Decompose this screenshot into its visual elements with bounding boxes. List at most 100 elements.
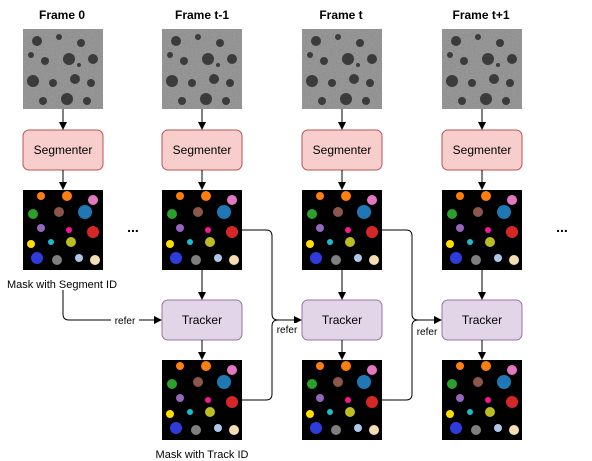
segmenter-label: Segmenter <box>453 143 512 157</box>
mask-segment <box>341 361 351 371</box>
mask-segment <box>341 191 351 201</box>
frame-title-0: Frame 0 <box>39 8 85 22</box>
particle <box>502 97 510 105</box>
mask-segment <box>366 226 378 238</box>
particle <box>61 93 73 105</box>
particle <box>216 63 220 67</box>
mask-segment <box>227 365 237 375</box>
mask-segment <box>52 255 62 265</box>
particle <box>318 97 326 105</box>
mask-segment <box>187 239 193 245</box>
particle <box>356 63 360 67</box>
particle <box>56 34 62 40</box>
particle <box>227 54 237 64</box>
mask-segment <box>78 205 92 219</box>
mask-image <box>23 190 103 270</box>
mask-image <box>162 190 242 270</box>
particle <box>188 79 196 87</box>
mask-segment <box>166 240 174 248</box>
mask-segment <box>473 207 483 217</box>
mask-segment <box>48 239 54 245</box>
mask-segment <box>66 227 72 233</box>
mask-segment <box>176 362 184 370</box>
segmenter-box-0: Segmenter <box>22 129 104 171</box>
particle <box>70 74 80 84</box>
arrows-micro-to-segmenter <box>59 109 486 130</box>
particle <box>178 97 186 105</box>
particle <box>311 36 321 46</box>
mask-segment <box>229 425 239 435</box>
mask-segment <box>450 422 462 434</box>
mask-segment <box>316 362 324 370</box>
particle <box>496 63 500 67</box>
micrograph-image <box>442 29 522 109</box>
particle <box>180 57 188 65</box>
mask-segment <box>467 239 473 245</box>
particle <box>458 97 466 105</box>
tracker-box-t-minus-1: Tracker <box>161 299 243 341</box>
refer-label-bg <box>111 314 139 326</box>
arrows-segmenter-to-mask <box>59 170 486 190</box>
mask-segment <box>306 240 314 248</box>
particle <box>167 52 173 58</box>
mask-segment <box>193 207 203 217</box>
mask-segment <box>367 365 377 375</box>
mask-segment <box>473 377 483 387</box>
mask-segment <box>176 224 184 232</box>
mask-segment <box>447 209 457 219</box>
mask-segment <box>456 394 464 402</box>
mask-segment <box>187 409 193 415</box>
mask-segment <box>37 224 45 232</box>
particle <box>226 79 234 87</box>
frame-title-t-plus-1: Frame t+1 <box>452 8 509 22</box>
particle <box>63 53 75 65</box>
mask-segment <box>509 425 519 435</box>
mask-segment <box>176 192 184 200</box>
arrows-tracker-to-trackmask <box>198 340 486 360</box>
particle <box>41 57 49 65</box>
micrograph-image <box>302 29 382 109</box>
mask-segment <box>90 255 100 265</box>
mask-segment <box>456 192 464 200</box>
particle <box>195 34 201 40</box>
mask-segment <box>354 424 362 432</box>
particle <box>507 54 517 64</box>
particle <box>320 57 328 65</box>
refer-connectors <box>62 229 442 401</box>
particle <box>83 97 91 105</box>
mask-segment <box>471 425 481 435</box>
particle <box>216 39 224 47</box>
mask-segment <box>176 394 184 402</box>
mask-segment <box>345 227 351 233</box>
refer-label-bg <box>413 325 441 337</box>
mask-segment <box>450 252 462 264</box>
mask-segment <box>369 425 379 435</box>
particle <box>447 52 453 58</box>
ellipsis-right: ... <box>556 219 568 235</box>
mask-segment <box>205 237 215 247</box>
particle <box>340 93 352 105</box>
mask-segment <box>333 207 343 217</box>
arrows-mask-to-tracker <box>198 270 486 300</box>
particle <box>87 79 95 87</box>
mask-segment <box>506 396 518 408</box>
tracker-label: Tracker <box>182 313 222 327</box>
mask-segment <box>331 255 341 265</box>
frame-title-t: Frame t <box>319 8 362 22</box>
particle <box>446 75 458 87</box>
segmenter-label: Segmenter <box>34 143 93 157</box>
mask-segment <box>345 237 355 247</box>
mask-segment <box>333 377 343 387</box>
mask-segment <box>307 209 317 219</box>
mask-segment <box>509 255 519 265</box>
mask-segment <box>497 205 511 219</box>
segmenter-box-t-minus-1: Segmenter <box>161 129 243 171</box>
particle <box>342 53 354 65</box>
ellipsis-left: ... <box>127 219 139 235</box>
mask-segment <box>229 255 239 265</box>
mask-segment <box>367 195 377 205</box>
mask-segment <box>471 255 481 265</box>
refer-label-t: refer <box>277 325 298 336</box>
mask-segment <box>446 410 454 418</box>
particle <box>460 57 468 65</box>
